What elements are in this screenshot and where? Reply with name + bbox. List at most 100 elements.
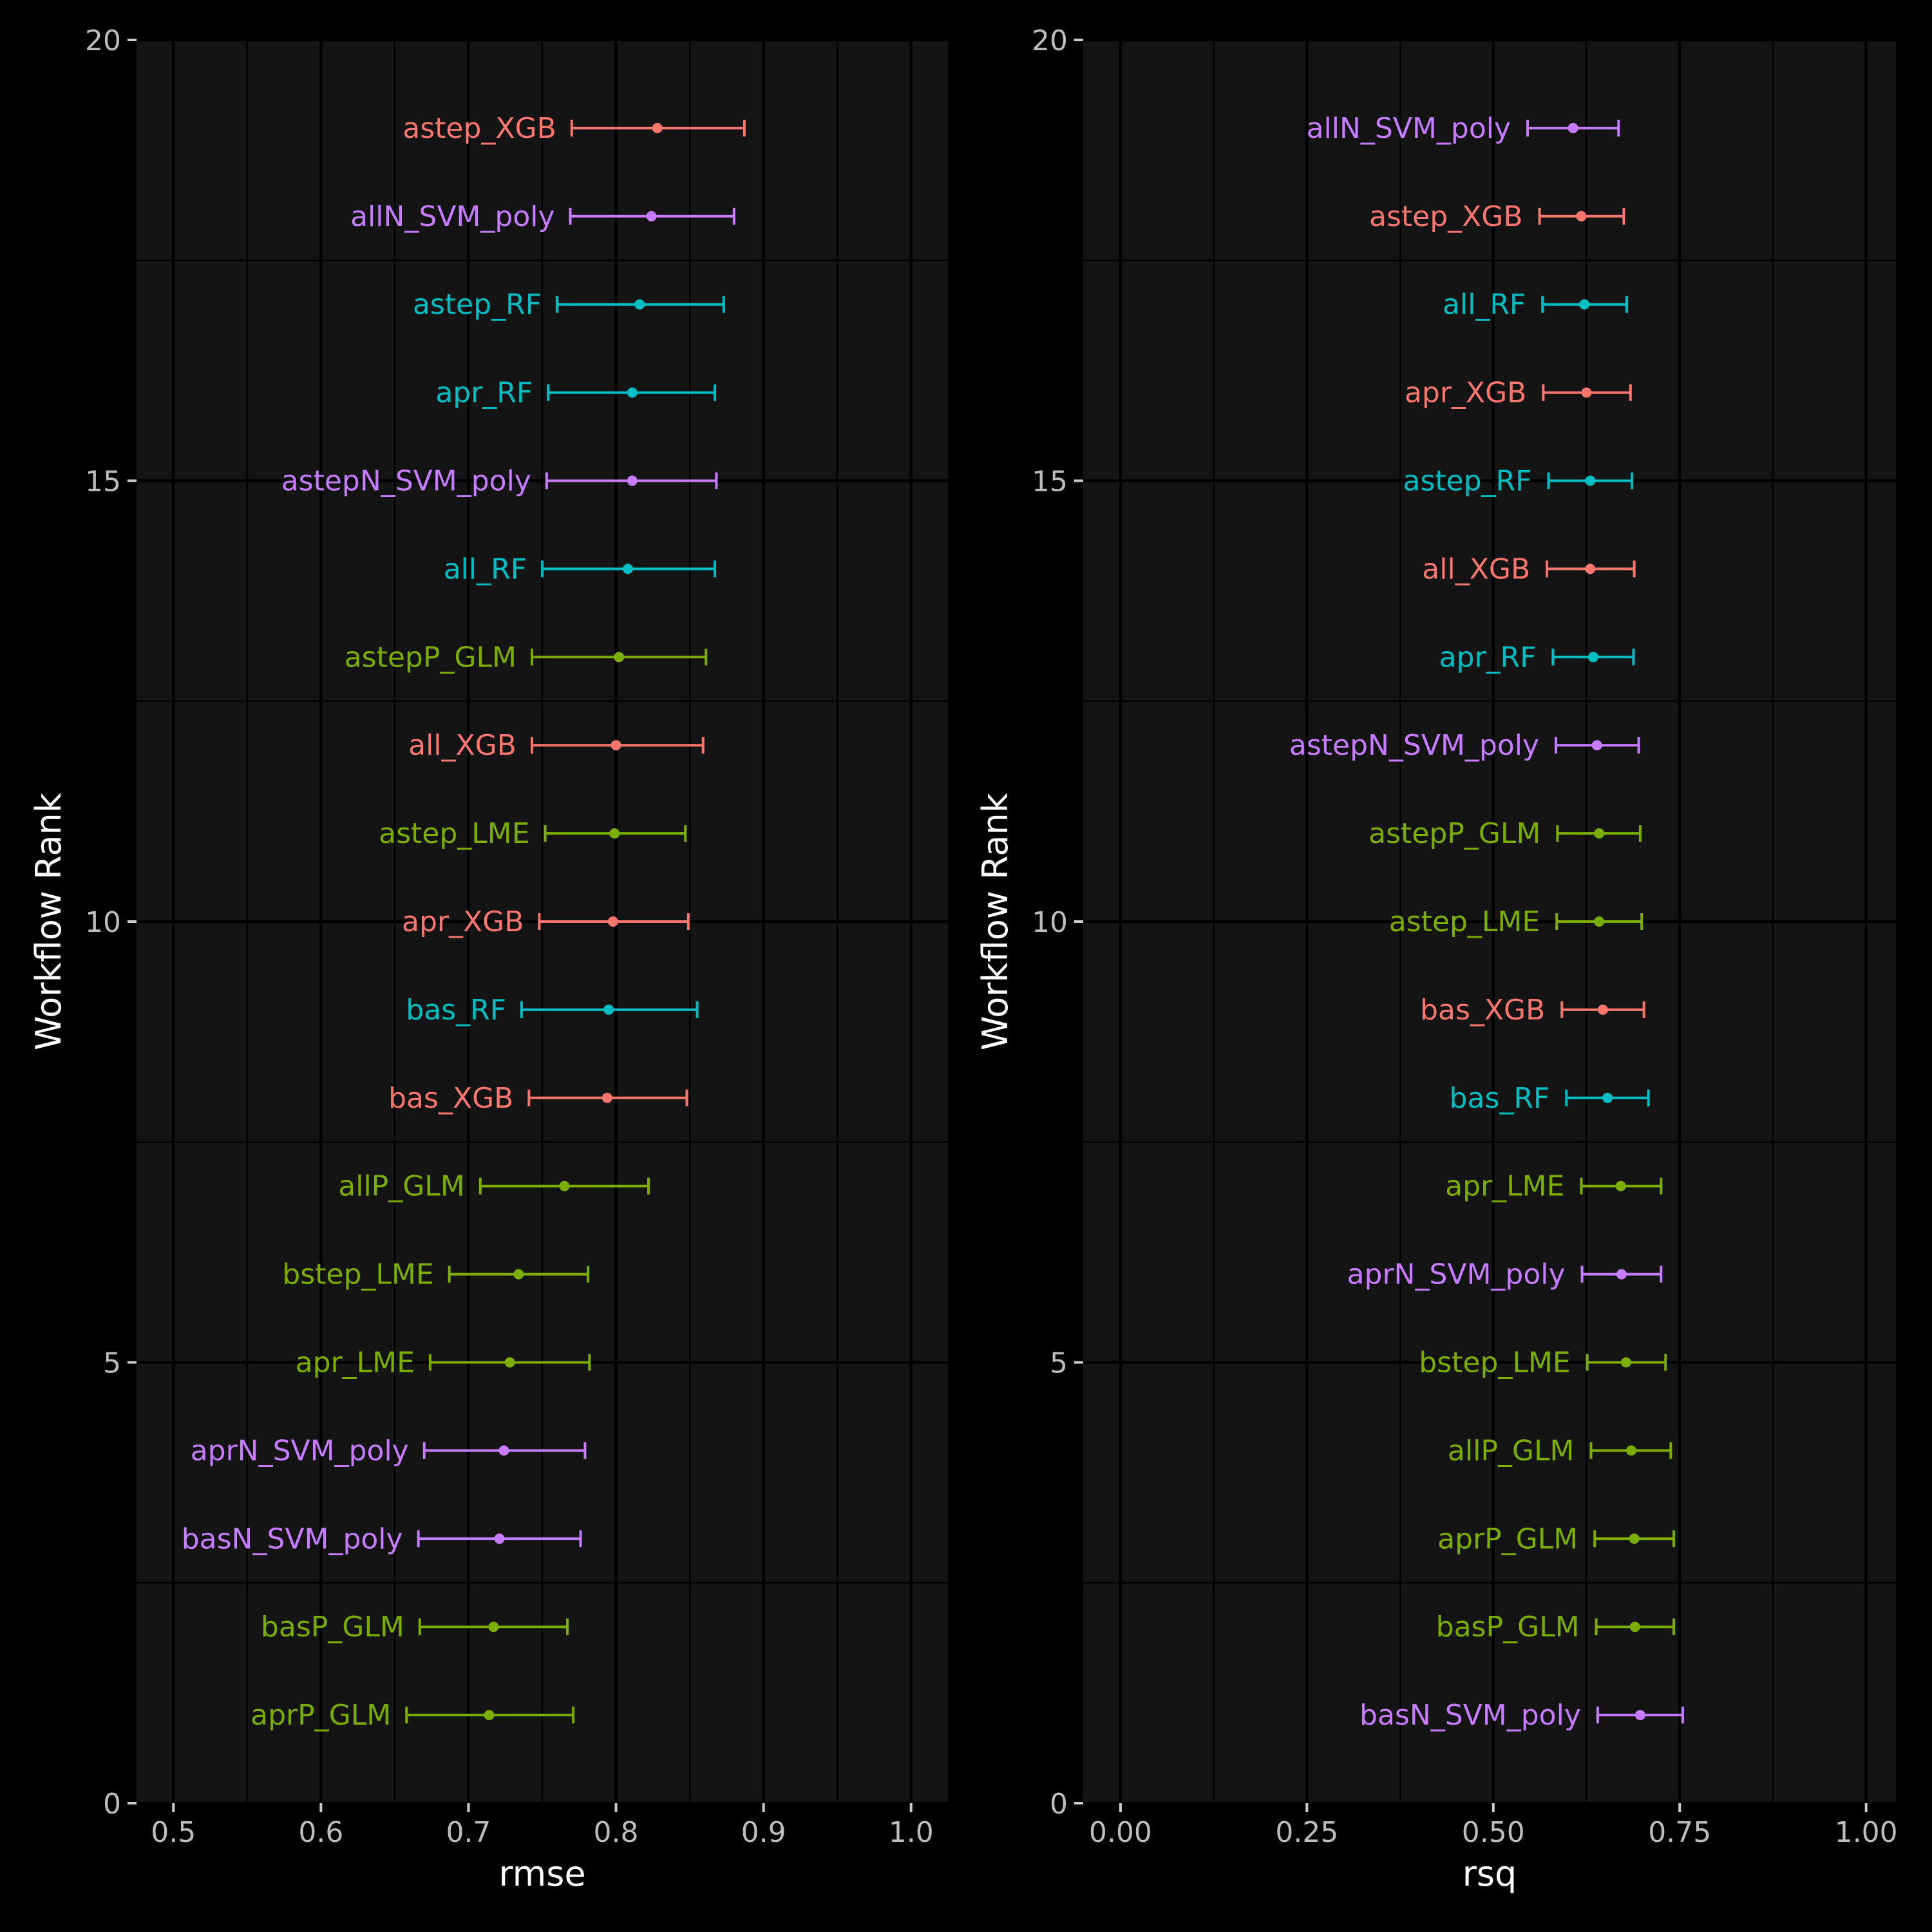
workflow-label: apr_XGB bbox=[1405, 377, 1526, 410]
mean-point bbox=[1625, 1445, 1636, 1456]
x-tick-label: 0.00 bbox=[1089, 1816, 1152, 1849]
workflow-label: astepP_GLM bbox=[1368, 817, 1540, 850]
x-tick-label: 0.8 bbox=[594, 1816, 639, 1849]
rsq-panel: 0.00 0.25 0.50 0.75 1.00 0 5 10 15 20 rsq Workflow … bbox=[975, 24, 1898, 1894]
workflow-label: astepN_SVM_poly bbox=[1289, 729, 1539, 762]
workflow-label: all_XGB bbox=[408, 729, 516, 762]
workflow-label: allP_GLM bbox=[338, 1170, 465, 1203]
y-tick-label: 5 bbox=[103, 1347, 121, 1380]
workflow-point: apr_LME bbox=[1445, 1170, 1663, 1203]
y-tick-label: 0 bbox=[1050, 1788, 1068, 1821]
workflow-point: basN_SVM_poly bbox=[1359, 1699, 1684, 1732]
workflow-point: apr_RF bbox=[435, 377, 717, 410]
x-tick-label: 0.50 bbox=[1462, 1816, 1525, 1849]
workflow-point: astep_RF bbox=[413, 289, 725, 321]
workflow-point: allP_GLM bbox=[1448, 1434, 1672, 1467]
mean-point bbox=[494, 1533, 505, 1544]
workflow-point: bstep_LME bbox=[282, 1258, 590, 1291]
workflow-label: astep_RF bbox=[413, 289, 542, 321]
workflow-label: allN_SVM_poly bbox=[1307, 112, 1511, 145]
workflow-point: bstep_LME bbox=[1419, 1347, 1667, 1379]
workflow-label: aprN_SVM_poly bbox=[1347, 1258, 1566, 1291]
y-axis-title: Workflow Rank bbox=[975, 792, 1016, 1050]
y-tick-label: 0 bbox=[103, 1788, 121, 1821]
mean-point bbox=[622, 564, 633, 574]
workflow-point: all_XGB bbox=[1422, 553, 1636, 585]
workflow-label: allP_GLM bbox=[1448, 1434, 1575, 1467]
workflow-point: bas_RF bbox=[406, 994, 699, 1027]
workflow-label: apr_LME bbox=[296, 1347, 415, 1379]
workflow-label: allN_SVM_poly bbox=[350, 200, 554, 233]
mean-point bbox=[488, 1622, 499, 1633]
x-tick-label: 0.9 bbox=[741, 1816, 786, 1849]
mean-point bbox=[1602, 1092, 1613, 1103]
y-tick-label: 10 bbox=[85, 906, 121, 939]
workflow-point: astep_LME bbox=[379, 817, 687, 850]
workflow-label: astep_XGB bbox=[1369, 200, 1523, 233]
y-tick-label: 5 bbox=[1050, 1347, 1068, 1380]
mean-point bbox=[1581, 387, 1592, 398]
mean-point bbox=[611, 740, 621, 751]
workflow-label: apr_LME bbox=[1445, 1170, 1564, 1203]
workflow-label: bas_RF bbox=[406, 994, 506, 1027]
y-tick-label: 15 bbox=[1032, 466, 1068, 498]
mean-point bbox=[627, 387, 638, 398]
workflow-point: astepN_SVM_poly bbox=[1289, 729, 1640, 762]
workflow-label: aprN_SVM_poly bbox=[191, 1434, 409, 1467]
workflow-label: bas_RF bbox=[1450, 1082, 1550, 1115]
mean-point bbox=[646, 211, 657, 222]
workflow-point: basN_SVM_poly bbox=[182, 1522, 582, 1555]
workflow-point: basP_GLM bbox=[261, 1611, 569, 1643]
mean-point bbox=[601, 1092, 612, 1103]
workflow-point: basP_GLM bbox=[1436, 1611, 1675, 1643]
x-tick-label: 0.75 bbox=[1648, 1816, 1711, 1849]
mean-point bbox=[1576, 211, 1587, 222]
mean-point bbox=[1629, 1622, 1640, 1633]
x-tick-label: 1.0 bbox=[889, 1816, 934, 1849]
mean-point bbox=[1585, 564, 1596, 574]
mean-point bbox=[1585, 475, 1596, 486]
workflow-label: basP_GLM bbox=[1436, 1611, 1580, 1643]
workflow-point: astep_XGB bbox=[1369, 200, 1625, 233]
workflow-label: astepP_GLM bbox=[345, 641, 516, 674]
mean-point bbox=[1620, 1357, 1631, 1368]
x-tick-label: 0.7 bbox=[446, 1816, 491, 1849]
mean-point bbox=[484, 1710, 495, 1721]
rmse-panel: 0.5 0.6 0.7 0.8 0.9 1.0 0 5 10 15 20 rmse Workflow R… bbox=[28, 24, 948, 1894]
workflow-label: bas_XGB bbox=[1420, 994, 1545, 1027]
mean-point bbox=[1567, 122, 1578, 133]
workflow-label: basP_GLM bbox=[261, 1611, 404, 1643]
mean-point bbox=[1587, 652, 1598, 663]
workflow-point: bas_RF bbox=[1450, 1082, 1650, 1115]
y-axis-title: Workflow Rank bbox=[28, 792, 69, 1050]
y-tick-label: 15 bbox=[85, 466, 121, 498]
x-tick-label: 0.25 bbox=[1275, 1816, 1338, 1849]
workflow-label: astep_LME bbox=[1389, 905, 1540, 938]
workflow-label: basN_SVM_poly bbox=[1359, 1699, 1581, 1732]
workflow-point: aprN_SVM_poly bbox=[1347, 1258, 1663, 1291]
workflow-point: apr_XGB bbox=[402, 905, 690, 938]
mean-point bbox=[614, 652, 625, 663]
workflow-label: all_RF bbox=[444, 553, 527, 585]
mean-point bbox=[1629, 1533, 1640, 1544]
mean-point bbox=[1616, 1269, 1627, 1280]
mean-point bbox=[609, 828, 620, 839]
mean-point bbox=[652, 122, 663, 133]
workflow-point: aprP_GLM bbox=[1437, 1522, 1675, 1555]
workflow-point: apr_RF bbox=[1439, 641, 1635, 674]
mean-point bbox=[627, 475, 638, 486]
mean-point bbox=[1634, 1710, 1645, 1721]
workflow-point: all_RF bbox=[1443, 289, 1629, 321]
workflow-point: bas_XGB bbox=[388, 1082, 688, 1115]
workflow-label: bstep_LME bbox=[1419, 1347, 1570, 1379]
x-tick-label: 0.5 bbox=[151, 1816, 196, 1849]
workflow-label: astep_XGB bbox=[402, 112, 556, 145]
x-axis-title: rmse bbox=[498, 1853, 585, 1894]
workflow-point: apr_XGB bbox=[1405, 377, 1632, 410]
y-tick-label: 20 bbox=[85, 24, 121, 57]
workflow-point: astep_LME bbox=[1389, 905, 1643, 938]
x-axis-title: rsq bbox=[1463, 1853, 1517, 1894]
x-tick-label: 1.00 bbox=[1835, 1816, 1898, 1849]
workflow-label: astep_RF bbox=[1403, 465, 1531, 498]
